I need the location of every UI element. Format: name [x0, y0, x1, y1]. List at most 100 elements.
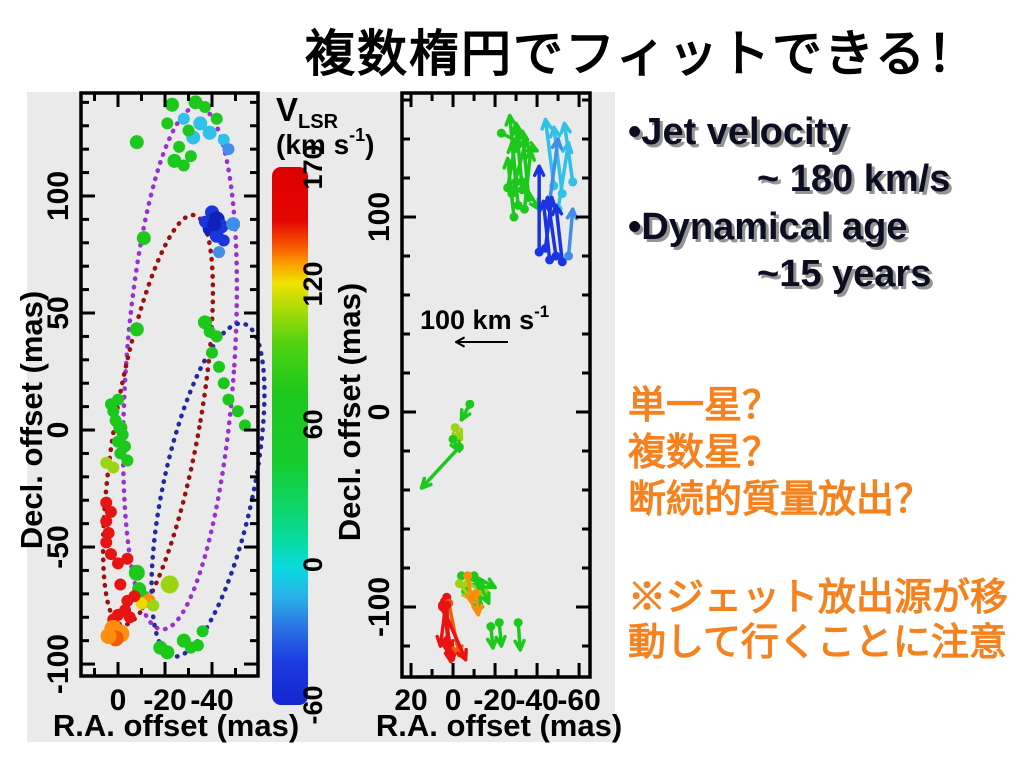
note-line-2: 動して行くことに注意 [628, 622, 1007, 664]
maser-spot [111, 557, 124, 570]
x-tick-label: 20 [394, 684, 427, 717]
maser-spot [100, 536, 113, 549]
maser-spot [104, 548, 117, 561]
maser-spot [123, 611, 136, 624]
maser-spot [206, 346, 219, 359]
fit-ellipse [100, 212, 216, 628]
x-tick-label: -40 [515, 684, 558, 717]
y-tick-label: -100 [42, 634, 75, 694]
maser-spot [121, 594, 134, 607]
y-tick-label: 100 [363, 192, 396, 242]
arrow-head [510, 125, 520, 138]
maser-spot [182, 124, 195, 137]
arrow-head [487, 577, 497, 590]
velocity-arrow [473, 574, 496, 590]
velocity-arrow [543, 197, 554, 249]
velocity-arrow [466, 575, 474, 604]
maser-spot [222, 393, 235, 406]
maser-spot [202, 125, 217, 140]
maser-spot [100, 496, 113, 509]
velocity-arrow [520, 180, 541, 211]
maser-positions-panel: 0 -20 -40 100 50 0 -50 -100 R.A. offset (mas) Dec… [14, 91, 299, 743]
velocity-arrow [522, 150, 533, 210]
maser-spot [217, 377, 230, 390]
y-tick-label: -50 [42, 525, 75, 568]
y-tick-label: 0 [42, 422, 75, 439]
maser-spot [226, 217, 241, 232]
maser-spot [104, 505, 117, 518]
x-tick-label: 0 [110, 684, 127, 717]
arrow-head [506, 141, 514, 155]
maser-spot [193, 116, 208, 131]
x-tick-label: -20 [473, 684, 516, 717]
arrow-head [538, 199, 546, 213]
velocity-arrow [444, 604, 451, 650]
y-axis-title: Decl. offset (mas) [332, 283, 367, 541]
maser-spot [129, 135, 144, 150]
velocity-arrow [420, 445, 461, 490]
maser-spot [207, 217, 222, 232]
arrow-head [502, 156, 510, 170]
bullet-jet-velocity-value: ~ 180 km/s [757, 158, 951, 200]
maser-spot [191, 639, 204, 652]
maser-spot [160, 645, 175, 660]
maser-spot [238, 419, 251, 432]
x-axis-title: R.A. offset (mas) [376, 708, 622, 743]
arrow-head [504, 113, 512, 127]
maser-spot [147, 599, 160, 612]
maser-spot [114, 578, 127, 591]
maser-spot [129, 322, 144, 337]
arrow-head [510, 121, 518, 135]
velocity-colorbar [272, 167, 308, 705]
maser-spot [107, 405, 120, 418]
maser-spot [210, 330, 223, 343]
bullet-jet-velocity: •Jet velocity [628, 111, 849, 153]
scale-arrow-head [455, 341, 465, 348]
maser-spot [165, 97, 180, 112]
maser-spot [217, 234, 230, 247]
maser-spot [231, 405, 244, 418]
question-multiple-star: 複数星？ [628, 432, 781, 474]
colorbar-tick-label: 60 [298, 409, 328, 439]
scale-arrow-head [455, 336, 465, 343]
maser-spot [128, 564, 145, 581]
arrow-head [559, 121, 567, 135]
arrow-head [544, 195, 554, 208]
arrow-head [550, 137, 560, 150]
velocity-arrow [554, 205, 565, 263]
velocity-arrow [500, 131, 538, 153]
arrow-head [419, 482, 433, 490]
maser-spot [177, 159, 190, 172]
x-axis-title: R.A. offset (mas) [53, 708, 299, 743]
maser-spot [222, 143, 235, 156]
x-tick-label: -60 [557, 684, 600, 717]
maser-spot [102, 527, 115, 539]
maser-spot [184, 150, 197, 163]
maser-spot [210, 112, 223, 125]
arrow-head [459, 412, 472, 422]
question-single-star: 単一星？ [628, 385, 781, 427]
colorbar-tick-label: 0 [298, 557, 328, 572]
maser-spot [100, 627, 117, 644]
bullet-dynamical-age-value: ~15 years [757, 253, 932, 295]
velocity-arrow [516, 622, 523, 651]
maser-spot [213, 360, 226, 373]
question-episodic-mass-loss: 断続的質量放出？ [628, 479, 933, 521]
colorbar-tick-label: -60 [298, 685, 328, 724]
maser-spot [161, 117, 174, 130]
note-line-1: ※ジェット放出源が移 [628, 577, 1009, 619]
maser-spot [177, 112, 190, 125]
velocity-arrow [547, 138, 560, 202]
arrow-head [447, 638, 455, 652]
maser-spot [198, 101, 211, 114]
y-tick-label: 0 [363, 404, 396, 421]
maser-spot [136, 231, 151, 246]
slide-title: 複数楕円でフィットできる！ [305, 26, 979, 82]
arrow-head [518, 638, 526, 652]
maser-spot [167, 153, 182, 168]
arrow-head [476, 603, 484, 617]
velocity-arrow [562, 123, 575, 183]
velocity-arrow [505, 158, 516, 218]
